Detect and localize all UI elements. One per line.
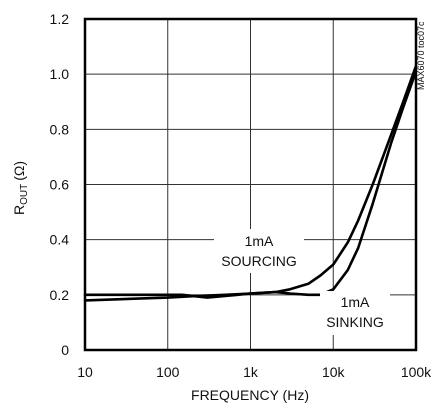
x-tick-label: 100 (156, 364, 180, 380)
y-tick-label: 1.2 (50, 11, 70, 27)
annotation-sourcing-line1: 1mA (245, 233, 274, 249)
x-axis-title: FREQUENCY (Hz) (191, 387, 309, 403)
svg-text:ROUT(Ω): ROUT (Ω) (11, 161, 30, 215)
annotation-sourcing-line2: SOURCING (221, 253, 296, 269)
series-lines (83, 64, 418, 302)
y-tick-labels: 0 0.2 0.4 0.6 0.8 1.0 1.2 (50, 11, 70, 358)
y-tick-label: 0.2 (50, 287, 70, 303)
series-line-sinking (83, 70, 418, 302)
y-axis-title-sub: OUT (19, 184, 30, 205)
y-axis-title-main: R (11, 205, 27, 215)
y-tick-label: 0 (61, 342, 69, 358)
y-axis-title: ROUT (Ω) (11, 161, 30, 215)
x-tick-label: 10 (77, 364, 93, 380)
x-tick-labels: 10 100 1k 10k 100k (77, 364, 431, 380)
y-tick-label: 1.0 (50, 66, 70, 82)
x-tick-label: 10k (322, 364, 346, 380)
plot-frame (83, 17, 418, 352)
annotation-sinking-line1: 1mA (341, 294, 370, 310)
annotation-sinking-line2: SINKING (326, 314, 384, 330)
x-tick-label: 100k (401, 364, 431, 380)
x-tick-label: 1k (243, 364, 259, 380)
y-tick-label: 0.6 (50, 177, 70, 193)
annotation-bg-sourcing (214, 229, 304, 273)
y-axis-title-unit: (Ω) (11, 161, 27, 181)
y-tick-label: 0.8 (50, 121, 70, 137)
side-note: MAX6070 toc07c (416, 21, 426, 90)
y-tick-label: 0.4 (50, 232, 70, 248)
side-note-text: MAX6070 toc07c (416, 21, 426, 90)
annotation-bg-sinking (320, 291, 390, 335)
